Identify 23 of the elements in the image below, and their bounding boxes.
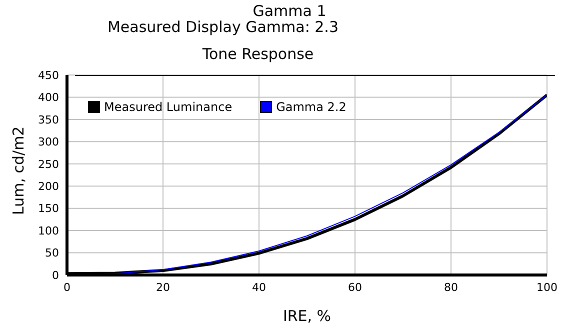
y-tick-label: 100	[38, 224, 59, 238]
x-axis-title: IRE, %	[282, 307, 332, 325]
y-tick-label: 200	[38, 180, 59, 194]
y-tick-label: 350	[38, 113, 59, 126]
y-tick-label: 300	[38, 136, 59, 149]
chart-subtitle: Measured Display Gamma: 2.3	[106, 18, 340, 36]
y-axis-title: Lum, cd/m2	[9, 126, 28, 215]
x-tick-label: 20	[156, 280, 170, 294]
y-tick-label: 150	[38, 202, 59, 216]
legend-label: Measured Luminance	[103, 100, 232, 114]
x-tick-label: 60	[348, 280, 362, 294]
text: Tone Response	[201, 45, 315, 63]
y-tick-label: 400	[38, 91, 59, 104]
x-tick-label: 0	[64, 280, 70, 294]
y-tick-label: 0	[52, 268, 59, 282]
y-tick-label: 450	[38, 68, 59, 82]
y-tick-label: 250	[38, 158, 59, 171]
x-tick-label: 80	[444, 280, 458, 294]
chart-title: Gamma 1	[252, 2, 328, 20]
x-tick-label: 40	[252, 280, 266, 294]
legend-label: Gamma 2.2	[275, 100, 346, 114]
x-tick-label: 100	[536, 280, 558, 294]
y-tick-label: 50	[45, 246, 59, 260]
